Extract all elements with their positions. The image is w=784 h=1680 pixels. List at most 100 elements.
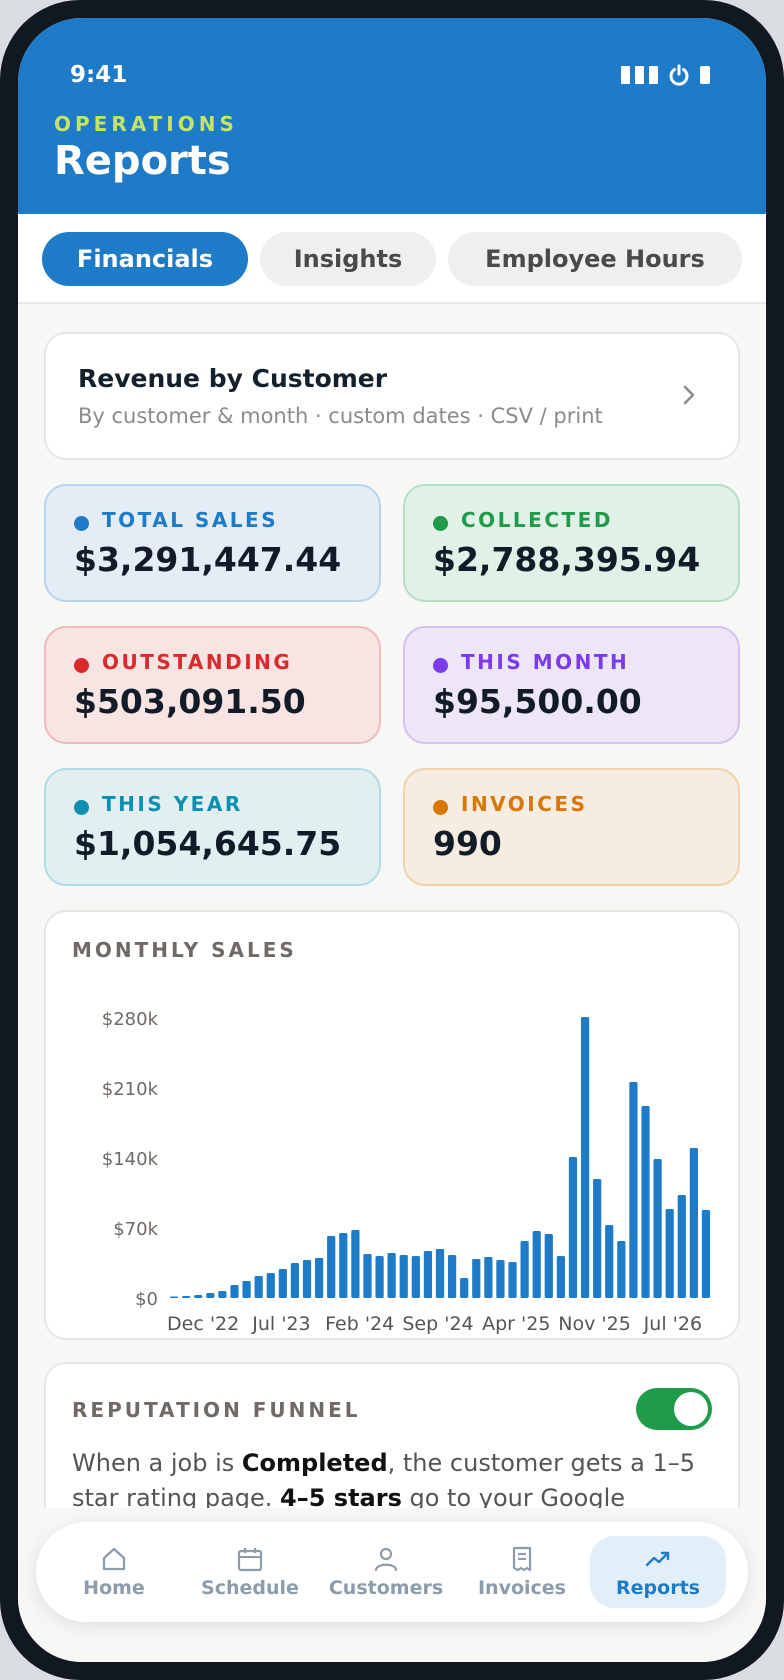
- section-eyebrow: OPERATIONS: [54, 112, 238, 136]
- sales-bar: [460, 1278, 469, 1298]
- app-header: 9:41 OPERATIONS Reports: [18, 18, 766, 214]
- stat-total-sales: TOTAL SALES $3,291,447.44: [44, 484, 381, 602]
- description-text: When a job is: [72, 1449, 242, 1477]
- stat-label: THIS YEAR: [102, 792, 243, 816]
- status-dot: [74, 658, 89, 673]
- x-tick-label: Apr '25: [482, 1313, 550, 1335]
- sales-bar: [556, 1256, 565, 1298]
- y-tick-label: $210k: [102, 1079, 159, 1100]
- sales-bar: [411, 1256, 420, 1298]
- stat-label: COLLECTED: [461, 508, 613, 532]
- status-icons: [621, 64, 710, 86]
- stat-value: $503,091.50: [74, 682, 306, 721]
- sales-bar: [290, 1263, 300, 1298]
- revenue-by-customer-card[interactable]: Revenue by Customer By customer & month …: [44, 332, 740, 460]
- revenue-card-subtitle: By customer & month · custom dates · CSV…: [78, 404, 603, 428]
- sales-bar: [327, 1236, 336, 1298]
- status-dot: [74, 800, 89, 815]
- status-dot: [74, 516, 89, 531]
- stat-value: $95,500.00: [433, 682, 642, 721]
- nav-label: Home: [83, 1577, 145, 1599]
- x-tick-label: Jul '23: [251, 1313, 310, 1335]
- sales-bar: [484, 1257, 493, 1298]
- nav-reports[interactable]: Reports: [590, 1536, 726, 1608]
- stat-value: 990: [433, 824, 502, 863]
- reputation-funnel-label: REPUTATION FUNNEL: [72, 1398, 361, 1422]
- sales-bar: [496, 1260, 505, 1298]
- sales-bar: [194, 1295, 203, 1298]
- x-tick-label: Nov '25: [558, 1313, 631, 1335]
- status-dot: [433, 800, 448, 815]
- nav-label: Customers: [328, 1577, 444, 1599]
- sales-bar: [315, 1258, 324, 1298]
- stat-value: $3,291,447.44: [74, 540, 342, 579]
- battery-icon: [700, 66, 710, 84]
- sales-bar: [568, 1157, 578, 1298]
- y-tick-label: $140k: [102, 1149, 159, 1170]
- sales-bar: [375, 1256, 384, 1298]
- sales-bar: [665, 1209, 674, 1298]
- sales-bar: [266, 1273, 275, 1298]
- sales-bar: [423, 1251, 433, 1298]
- nav-label: Schedule: [201, 1577, 299, 1599]
- sales-bar: [532, 1231, 541, 1298]
- tab-financials[interactable]: Financials: [42, 232, 248, 286]
- revenue-card-title: Revenue by Customer: [78, 364, 388, 393]
- stat-label: TOTAL SALES: [102, 508, 279, 532]
- stat-label: OUTSTANDING: [102, 650, 293, 674]
- sales-bar: [689, 1148, 698, 1298]
- nav-invoices[interactable]: Invoices: [454, 1536, 590, 1608]
- x-tick-label: Sep '24: [402, 1313, 473, 1335]
- sales-bar: [218, 1291, 227, 1298]
- trending-up-icon: [645, 1551, 670, 1567]
- sales-bar: [387, 1253, 396, 1298]
- sales-bar: [701, 1210, 711, 1298]
- sales-bar: [605, 1225, 614, 1298]
- y-tick-label: $70k: [113, 1219, 158, 1240]
- sales-bar: [544, 1234, 553, 1298]
- y-tick-label: $0: [135, 1289, 158, 1310]
- stat-this-year: THIS YEAR $1,054,645.75: [44, 768, 381, 886]
- status-dot: [433, 658, 448, 673]
- sales-bar: [653, 1159, 662, 1298]
- nav-home[interactable]: Home: [46, 1536, 182, 1608]
- screen: 9:41 OPERATIONS Reports Financials Insig…: [18, 18, 766, 1662]
- stat-outstanding: OUTSTANDING $503,091.50: [44, 626, 381, 744]
- tab-employee-hours[interactable]: Employee Hours: [448, 232, 742, 286]
- x-tick-label: Jul '26: [643, 1313, 702, 1335]
- page-title: Reports: [54, 138, 231, 184]
- x-tick-label: Feb '24: [325, 1313, 394, 1335]
- nav-customers[interactable]: Customers: [318, 1536, 454, 1608]
- nav-schedule[interactable]: Schedule: [182, 1536, 318, 1608]
- sales-bar: [302, 1260, 312, 1298]
- sales-bar: [629, 1082, 638, 1298]
- stat-value: $2,788,395.94: [433, 540, 701, 579]
- sales-bar: [399, 1255, 408, 1298]
- sales-bar: [472, 1259, 481, 1298]
- sales-bar: [363, 1254, 372, 1298]
- calendar-icon: [237, 1548, 263, 1572]
- sales-bar: [520, 1241, 529, 1298]
- status-time: 9:41: [70, 62, 128, 88]
- signal-icon: [621, 66, 658, 84]
- description-bold: Completed: [241, 1449, 388, 1477]
- receipt-icon: [512, 1546, 532, 1572]
- reputation-funnel-toggle[interactable]: [636, 1388, 712, 1430]
- monthly-sales-card: MONTHLY SALES $0 $70k $140k $210k $280k Dec '…: [44, 910, 740, 1340]
- sales-bar: [206, 1293, 215, 1298]
- y-tick-label: $280k: [102, 1009, 159, 1030]
- report-tabs: Financials Insights Employee Hours: [18, 214, 766, 304]
- sales-bar: [278, 1269, 287, 1298]
- sales-bar: [351, 1230, 360, 1298]
- sales-bar: [254, 1276, 263, 1298]
- chevron-right-icon: [683, 385, 695, 405]
- description-text: go to your Google: [401, 1484, 626, 1512]
- sales-bar: [641, 1106, 650, 1298]
- stat-label: INVOICES: [461, 792, 588, 816]
- stat-this-month: THIS MONTH $95,500.00: [403, 626, 740, 744]
- toggle-knob: [674, 1392, 708, 1426]
- sales-bar: [339, 1233, 348, 1298]
- nav-label: Reports: [616, 1577, 700, 1599]
- tab-insights[interactable]: Insights: [260, 232, 436, 286]
